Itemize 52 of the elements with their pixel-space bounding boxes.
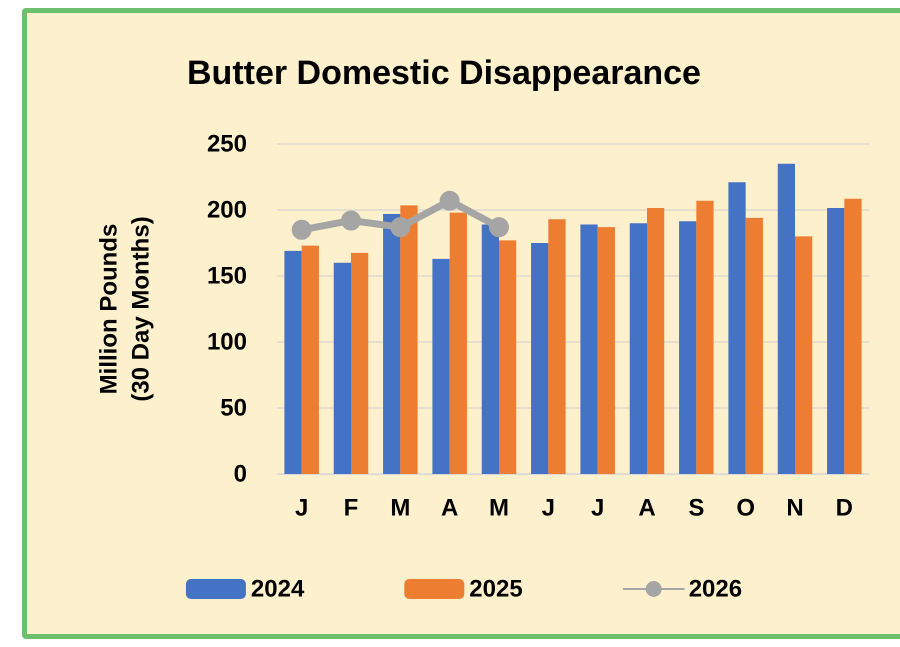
bar: [351, 252, 368, 474]
bar: [531, 243, 548, 474]
bar: [450, 212, 467, 474]
point: [390, 217, 410, 238]
x-tick-label: J: [590, 494, 604, 522]
x-tick-label: O: [736, 494, 756, 522]
bar: [746, 218, 763, 474]
y-tick-label: 50: [220, 394, 247, 422]
x-tick-label: M: [489, 494, 509, 522]
x-tick-label: A: [638, 494, 656, 522]
bar: [844, 198, 862, 474]
bar: [400, 205, 418, 474]
bar: [778, 164, 795, 474]
x-tick-label: D: [836, 494, 854, 522]
point: [489, 217, 509, 238]
x-tick-label: J: [294, 494, 308, 522]
point: [440, 190, 460, 211]
legend-label: 2025: [469, 576, 523, 602]
bar: [679, 221, 696, 474]
bar: [696, 200, 714, 474]
point: [292, 220, 312, 240]
bar: [548, 219, 566, 474]
x-tick-label: M: [390, 494, 410, 522]
x-tick-label: N: [786, 494, 804, 522]
y-tick-label: 200: [206, 196, 247, 224]
x-tick-label: J: [542, 494, 556, 522]
chart-title: Butter Domestic Disappearance: [187, 54, 701, 92]
bar: [728, 182, 746, 474]
legend-label: 2024: [250, 576, 305, 602]
bar: [482, 224, 499, 474]
bar: [647, 208, 664, 474]
y-tick-label: 250: [206, 130, 247, 158]
bar: [795, 236, 812, 474]
bar: [302, 246, 319, 474]
bar: [432, 258, 450, 474]
bar: [383, 214, 400, 474]
bar: [827, 208, 844, 474]
bar: [630, 223, 647, 474]
x-tick-label: A: [440, 494, 458, 522]
y-tick-label: 100: [206, 328, 247, 356]
y-axis-title: Million Pounds (30 Day Months): [96, 216, 154, 402]
bar: [499, 240, 516, 474]
x-tick-label: S: [688, 494, 704, 522]
point: [341, 210, 361, 231]
x-tick-label: F: [344, 494, 358, 522]
bar: [334, 262, 351, 474]
bar: [598, 227, 615, 474]
y-tick-label: 0: [234, 460, 247, 488]
legend-label: 2026: [688, 576, 742, 602]
bar: [284, 250, 302, 474]
y-tick-label: 150: [206, 262, 247, 290]
bar: [580, 224, 598, 474]
